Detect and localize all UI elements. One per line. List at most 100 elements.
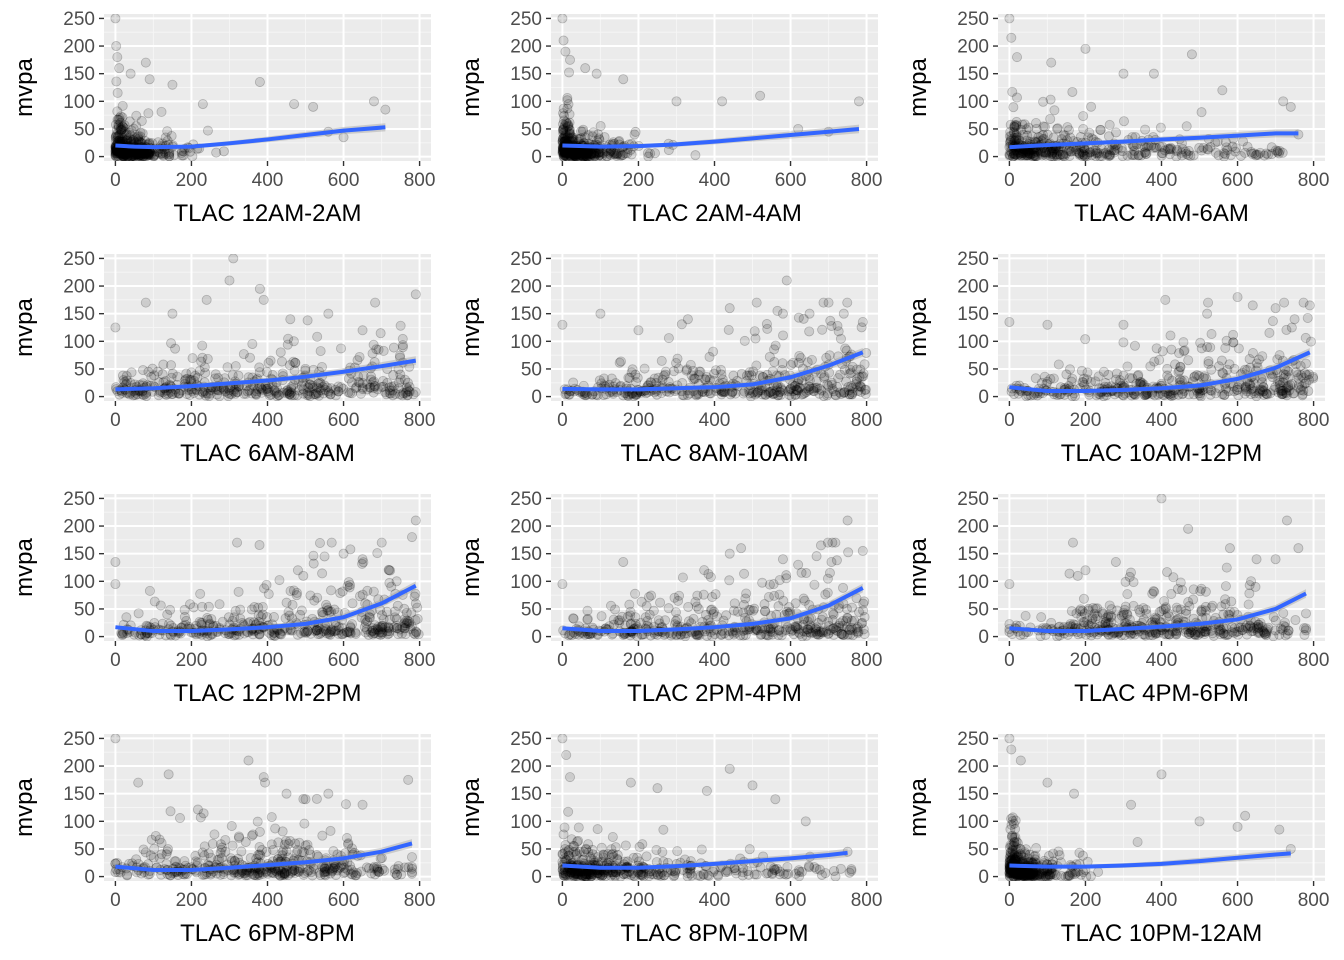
data-point [353,376,364,387]
data-point [291,847,302,858]
data-point [111,151,122,161]
data-point [202,388,213,399]
data-point [856,618,867,629]
data-point [1274,145,1285,156]
data-point [402,377,413,388]
data-point [574,150,585,161]
data-point [558,150,569,161]
data-point [112,52,123,63]
data-point [1009,122,1020,133]
data-point [110,119,121,130]
data-point [282,339,293,350]
data-point [319,863,330,874]
data-point [308,383,319,394]
data-point [827,537,838,548]
data-point [1221,142,1232,153]
data-point [264,390,275,401]
data-point [1202,144,1213,155]
data-point [557,319,568,330]
data-point [262,386,273,397]
data-point [244,352,255,363]
data-point [149,843,160,854]
data-point [262,383,273,394]
data-point [633,325,644,336]
data-point [1011,120,1022,131]
data-point [375,328,386,339]
data-point [164,148,175,159]
data-point [617,150,628,161]
data-point [1272,146,1283,157]
data-point [1177,143,1188,154]
data-point [119,148,130,159]
data-point [367,348,378,359]
data-point [582,614,593,625]
data-point [795,353,806,364]
data-point [122,151,133,161]
data-point [175,813,186,824]
data-point [1154,355,1165,366]
data-point [1185,150,1196,161]
x-tick-label: 200 [1070,650,1102,671]
data-point [1018,148,1029,159]
data-point [111,41,122,52]
data-point [1018,129,1029,140]
data-point [117,151,128,161]
data-point [622,148,633,159]
data-point [599,132,610,143]
x-tick-label: 400 [699,890,731,911]
data-point [272,391,283,401]
data-point [121,371,132,382]
y-tick-label: 100 [63,332,95,353]
data-point [580,151,591,161]
data-point [1112,142,1123,153]
data-point [326,537,337,548]
data-point [853,96,864,107]
data-point [1278,620,1289,631]
data-point [140,148,151,159]
data-point [1240,147,1251,158]
data-point [160,148,171,159]
data-point [577,149,588,160]
data-point [1080,565,1091,576]
data-point [283,333,294,344]
data-point [338,383,349,394]
data-point [402,390,413,401]
data-point [115,125,126,136]
data-point [133,148,144,159]
data-point [1244,588,1255,599]
data-point [817,324,828,335]
y-tick-label: 250 [63,729,95,750]
x-tick-label: 0 [1004,410,1015,431]
data-point [1091,147,1102,158]
data-point [296,381,307,392]
data-point [560,129,571,140]
data-point [226,821,237,832]
data-point [630,126,641,137]
y-tick-label: 150 [63,304,95,325]
data-point [1090,151,1101,161]
x-tick-label: 400 [252,890,284,911]
data-point [589,148,600,159]
x-tick-label: 400 [252,410,284,431]
data-point [1164,149,1175,160]
data-point [568,149,579,160]
data-point [132,148,143,159]
data-point [1025,148,1036,159]
data-point [354,351,365,362]
data-point [558,126,569,137]
data-point [136,149,147,160]
data-point [336,343,347,354]
data-point [842,515,853,526]
data-point [394,389,405,400]
data-point [254,283,265,294]
data-point [1080,43,1091,54]
data-point [565,150,576,161]
data-point [113,114,124,125]
data-point [366,374,377,385]
data-point [218,146,229,157]
data-point [369,381,380,392]
y-tick-label: 150 [63,544,95,565]
data-point [113,119,124,130]
data-point [1305,336,1316,347]
data-point [784,390,795,401]
